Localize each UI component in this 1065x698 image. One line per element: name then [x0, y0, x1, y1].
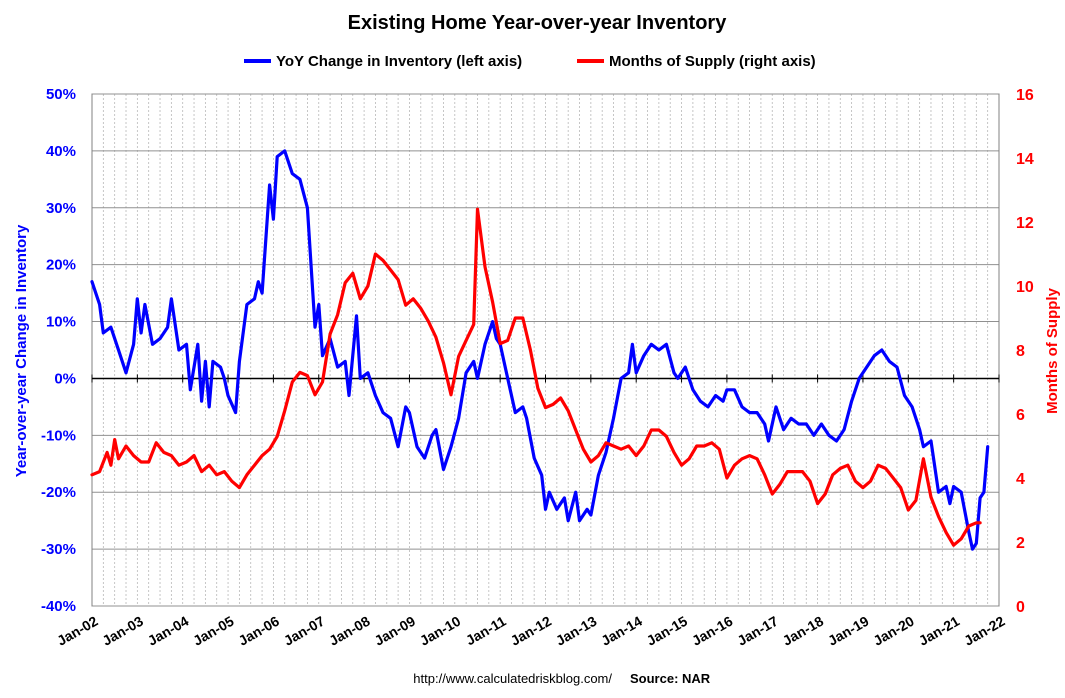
legend-label-yoy: YoY Change in Inventory (left axis) — [276, 53, 522, 70]
x-tick-label: Jan-08 — [326, 613, 373, 649]
right-tick-label: 12 — [1016, 215, 1034, 232]
left-tick-label: 30% — [46, 200, 76, 217]
right-tick-label: 4 — [1016, 471, 1025, 488]
right-tick-label: 14 — [1016, 151, 1034, 168]
x-tick-label: Jan-18 — [780, 613, 827, 649]
x-tick-label: Jan-06 — [235, 613, 282, 649]
series — [90, 149, 990, 551]
axes — [91, 94, 1000, 606]
right-tick-label: 10 — [1016, 279, 1034, 296]
right-tick-label: 8 — [1016, 343, 1025, 360]
left-tick-label: -30% — [41, 541, 76, 558]
x-tick-label: Jan-03 — [99, 613, 146, 649]
right-tick-label: 0 — [1016, 599, 1025, 616]
right-tick-label: 6 — [1016, 407, 1025, 424]
x-tick-label: Jan-21 — [916, 613, 963, 649]
footer-source: Source: NAR — [630, 671, 711, 686]
footer-url: http://www.calculatedriskblog.com/ — [413, 671, 612, 686]
x-tick-label: Jan-10 — [417, 613, 464, 649]
legend: YoY Change in Inventory (left axis) Mont… — [244, 53, 816, 70]
series-line-months-of-supply — [90, 207, 982, 547]
left-axis-title: Year-over-year Change in Inventory — [13, 224, 30, 477]
left-tick-label: 0% — [54, 370, 76, 387]
left-tick-label: -40% — [41, 598, 76, 615]
x-tick-label: Jan-12 — [508, 613, 555, 649]
legend-label-supply: Months of Supply (right axis) — [609, 53, 816, 70]
x-tick-label: Jan-04 — [145, 613, 192, 649]
x-tick-label: Jan-07 — [281, 613, 328, 649]
left-tick-label: 40% — [46, 143, 76, 160]
x-tick-label: Jan-15 — [644, 613, 691, 649]
x-tick-label: Jan-13 — [553, 613, 600, 649]
x-tick-label: Jan-02 — [54, 613, 101, 649]
x-tick-label: Jan-22 — [961, 613, 1008, 649]
x-tick-label: Jan-17 — [734, 613, 781, 649]
left-tick-label: 20% — [46, 257, 76, 274]
x-tick-label: Jan-05 — [190, 613, 237, 649]
series-line-yoy-change — [90, 149, 990, 551]
right-axis-title: Months of Supply — [1044, 287, 1061, 413]
x-tick-label: Jan-11 — [463, 613, 509, 649]
chart-title: Existing Home Year-over-year Inventory — [348, 12, 728, 34]
left-tick-label: 10% — [46, 314, 76, 331]
left-tick-label: -20% — [41, 484, 76, 501]
right-tick-label: 16 — [1016, 87, 1034, 104]
left-tick-label: -10% — [41, 427, 76, 444]
right-tick-label: 2 — [1016, 535, 1025, 552]
x-tick-label: Jan-19 — [825, 613, 872, 649]
x-tick-label: Jan-16 — [689, 613, 736, 649]
x-tick-label: Jan-09 — [372, 613, 419, 649]
x-tick-label: Jan-14 — [598, 613, 645, 649]
left-tick-label: 50% — [46, 86, 76, 103]
x-tick-label: Jan-20 — [870, 613, 917, 649]
grid — [91, 93, 1000, 607]
